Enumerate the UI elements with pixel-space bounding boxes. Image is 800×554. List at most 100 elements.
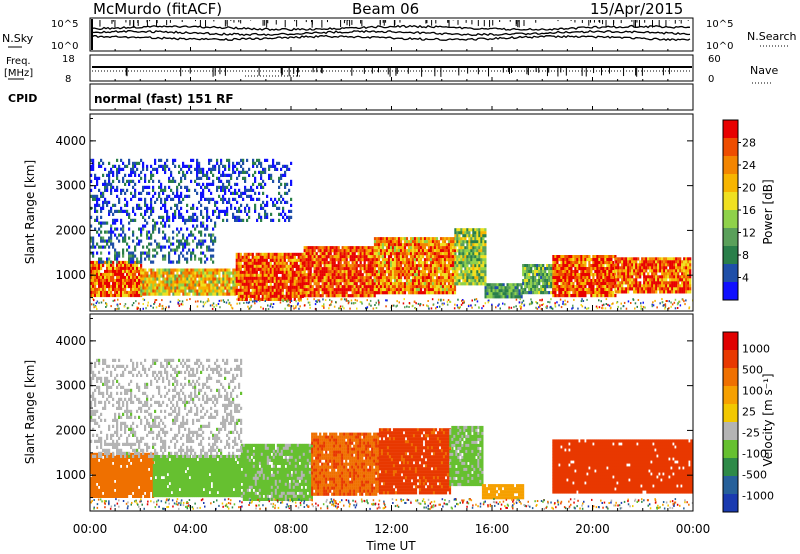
heatmap-cell-11 <box>132 161 135 165</box>
heatmap-cell-1 <box>200 280 203 284</box>
heatmap-cell-9 <box>677 272 680 276</box>
heatmap-cell-4 <box>439 279 443 283</box>
heatmap-cell-0 <box>134 260 137 265</box>
heatmap-cell-10 <box>90 239 93 243</box>
heatmap-cell-4 <box>427 249 431 253</box>
heatmap-cell-4 <box>379 249 383 253</box>
heatmap-cell-11 <box>208 161 211 165</box>
heatmap-cell-3 <box>341 249 344 253</box>
heatmap-cell-9 <box>679 257 682 261</box>
heatmap-cell-11 <box>128 173 131 177</box>
heatmap-cell-4 <box>407 261 411 265</box>
heatmap-cell-4 <box>435 249 439 253</box>
heatmap-cell-2 <box>271 276 274 280</box>
heatmap-cell-4 <box>385 282 389 286</box>
heatmap-cell-4 <box>389 249 393 253</box>
heatmap-cell-6 <box>498 292 501 296</box>
heatmap-cell-3 <box>303 249 306 253</box>
heatmap-cell-11 <box>194 188 197 192</box>
heatmap-cell-10 <box>206 257 209 261</box>
heatmap-cell-3 <box>331 282 334 286</box>
heatmap-cell-8 <box>566 264 569 268</box>
heatmap-cell-1 <box>154 271 157 275</box>
heatmap-cell-4 <box>395 246 399 250</box>
heatmap-cell-5 <box>454 240 457 244</box>
heatmap-cell-9 <box>683 284 686 288</box>
heatmap-cell-4 <box>425 255 429 259</box>
heatmap-cell-1 <box>192 271 195 275</box>
heatmap-cell-8 <box>594 279 597 283</box>
heatmap-cell-1 <box>166 277 169 281</box>
heatmap-cell-11 <box>214 200 217 204</box>
heatmap-cell-4 <box>447 282 451 286</box>
heatmap-cell-4 <box>443 270 447 274</box>
heatmap-cell-10 <box>150 236 153 240</box>
heatmap-cell-3 <box>303 276 306 280</box>
heatmap-cell-4 <box>445 291 449 295</box>
heatmap-cell-10 <box>196 242 199 246</box>
heatmap-cell-3 <box>327 261 330 265</box>
heatmap-cell-5 <box>454 261 457 265</box>
heatmap-cell-10 <box>212 233 215 237</box>
heatmap-cell-4 <box>399 252 403 256</box>
heatmap-cell-2 <box>255 258 258 262</box>
heatmap-cell-10 <box>106 257 109 261</box>
heatmap-cell-3 <box>331 261 334 265</box>
heatmap-cell-5 <box>468 249 471 253</box>
heatmap-cell-11 <box>186 209 189 213</box>
heatmap-cell-2 <box>293 252 296 256</box>
heatmap-cell-4 <box>433 291 437 295</box>
heatmap-cell-11 <box>116 185 119 189</box>
heatmap-cell-10 <box>192 233 195 237</box>
heatmap-cell-8 <box>574 276 577 280</box>
heatmap-cell-11 <box>206 206 209 210</box>
heatmap-cell-4 <box>421 261 425 265</box>
heatmap-cell-4 <box>387 237 391 241</box>
heatmap-cell-2 <box>271 264 274 268</box>
heatmap-cell-9 <box>665 281 668 285</box>
heatmap-cell-8 <box>558 279 561 283</box>
heatmap-cell-2 <box>291 288 294 292</box>
heatmap-cell-5 <box>472 258 475 262</box>
heatmap-cell-0 <box>96 275 99 280</box>
heatmap-cell-1 <box>224 286 227 290</box>
heatmap-cell-11 <box>174 203 177 207</box>
heatmap-cell-9 <box>643 284 646 288</box>
heatmap-cell-2 <box>273 282 276 286</box>
heatmap-cell-1 <box>176 271 179 275</box>
heatmap-cell-10 <box>116 260 119 264</box>
heatmap-cell-8 <box>558 270 561 274</box>
heatmap-cell-10 <box>110 242 113 246</box>
heatmap-cell-3 <box>363 270 366 274</box>
heatmap-cell-8 <box>592 279 595 283</box>
heatmap-cell-9 <box>639 281 642 285</box>
heatmap-cell-2 <box>285 294 288 298</box>
heatmap-cell-1 <box>150 292 153 296</box>
heatmap-cell-3 <box>321 291 324 295</box>
heatmap-cell-2 <box>281 288 284 292</box>
heatmap-cell-10 <box>194 254 197 258</box>
heatmap-cell-9 <box>665 287 668 291</box>
heatmap-cell-1 <box>174 289 177 293</box>
heatmap-cell-4 <box>381 258 385 262</box>
heatmap-cell-1 <box>178 277 181 281</box>
heatmap-cell-5 <box>474 261 477 265</box>
heatmap-cell-4 <box>439 264 443 268</box>
heatmap-cell-0 <box>110 284 113 289</box>
heatmap-cell-4 <box>445 285 449 289</box>
heatmap-cell-4 <box>409 264 413 268</box>
heatmap-cell-0 <box>130 284 133 289</box>
heatmap-cell-4 <box>377 252 381 256</box>
heatmap-cell-4 <box>447 279 451 283</box>
heatmap-cell-2 <box>249 270 252 274</box>
heatmap-cell-0 <box>134 278 137 283</box>
heatmap-cell-8 <box>602 270 605 274</box>
heatmap-cell-3 <box>359 276 362 280</box>
heatmap-cell-8 <box>578 255 581 259</box>
heatmap-cell-0 <box>92 278 95 283</box>
heatmap-cell-4 <box>391 273 395 277</box>
heatmap-cell-10 <box>92 239 95 243</box>
heatmap-cell-2 <box>245 270 248 274</box>
heatmap-cell-10 <box>148 230 151 234</box>
heatmap-cell-11 <box>182 215 185 219</box>
